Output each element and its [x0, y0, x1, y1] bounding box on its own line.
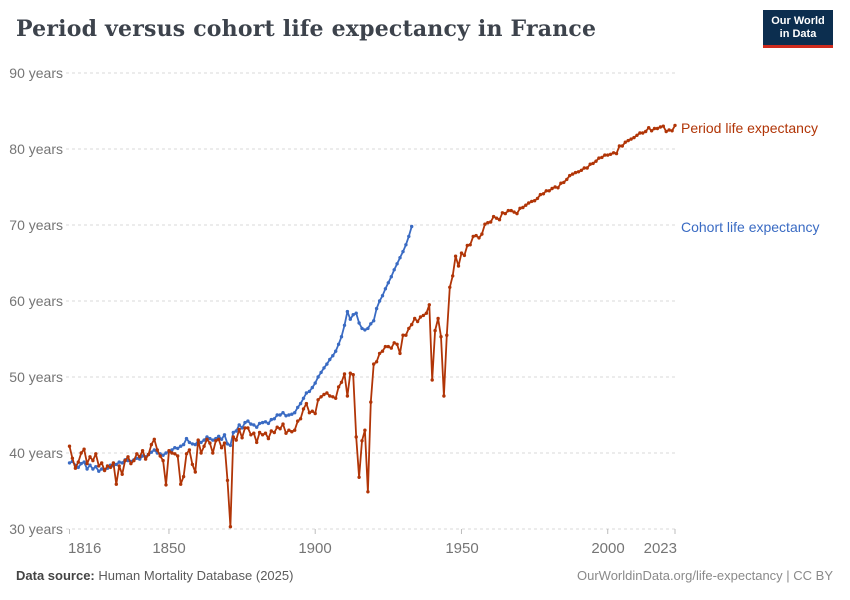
x-tick-1850: 1850	[152, 540, 186, 557]
y-tick-60: 60 years	[9, 293, 63, 309]
attribution-link[interactable]: OurWorldinData.org/life-expectancy | CC …	[576, 568, 833, 583]
x-tick-1816: 1816	[68, 540, 102, 557]
y-tick-90: 90 years	[9, 65, 63, 81]
series-markers	[67, 123, 677, 529]
y-tick-70: 70 years	[9, 217, 63, 233]
series-line	[68, 124, 676, 528]
x-tick-2000: 2000	[591, 540, 625, 557]
series-label-cohort[interactable]: Cohort life expectancy	[681, 219, 820, 235]
y-tick-50: 50 years	[9, 369, 63, 385]
data-source-note: Data source: Human Mortality Database (2…	[16, 568, 293, 583]
data-source-text: Human Mortality Database (2025)	[94, 568, 294, 583]
period-life-expectancy-series[interactable]	[67, 123, 677, 529]
page-title: Period versus cohort life expectancy in …	[16, 16, 597, 42]
data-source-label: Data source:	[16, 568, 95, 583]
series-markers	[67, 224, 414, 473]
owid-logo-line1: Our World	[771, 15, 825, 27]
y-tick-40: 40 years	[9, 445, 63, 461]
y-tick-80: 80 years	[9, 141, 63, 157]
owid-logo-line2: in Data	[779, 28, 817, 40]
y-tick-30: 30 years	[9, 521, 63, 537]
x-tick-1900: 1900	[298, 540, 332, 557]
series-label-period[interactable]: Period life expectancy	[681, 120, 818, 136]
x-tick-1950: 1950	[445, 540, 479, 557]
owid-logo[interactable]: Our World in Data	[763, 10, 833, 48]
x-tick-2023: 2023	[643, 540, 677, 557]
